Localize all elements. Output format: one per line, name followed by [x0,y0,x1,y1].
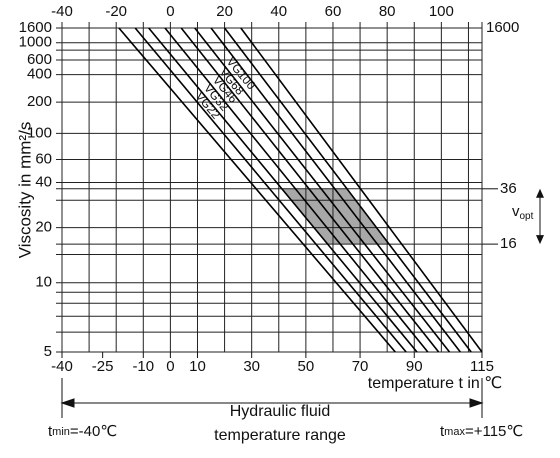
range-label: temperature range [214,427,346,444]
series-line [240,27,483,353]
y-tick-label: 400 [27,66,52,83]
y-axis-label: Viscosity in mm²/s [15,122,34,259]
optimal-band [281,188,390,245]
x-tick-label: 30 [243,358,260,375]
x-tick-label: 90 [406,358,423,375]
x-tick-label: 70 [352,358,369,375]
series-line [194,27,451,353]
range-label: Hydraulic fluid [230,403,330,420]
x-tick-label-top: 0 [166,3,174,20]
y-tick-label-right: 1600 [486,19,519,36]
x-tick-label-top: 20 [216,3,233,20]
y-tick-label: 60 [35,150,52,167]
optimal-label: vopt [512,203,534,222]
y-tick-label: 1600 [19,19,52,36]
arrow-head [536,188,544,198]
x-tick-label: 10 [189,358,206,375]
x-tick-label: -40 [51,358,73,375]
symbol: t [48,423,53,440]
y-tick-label: 600 [27,51,52,68]
optimal-value: 16 [500,235,517,252]
series-line [118,27,396,353]
symbol: t [440,423,445,440]
x-tick-label-top: -40 [51,3,73,20]
arrow-head [60,398,75,408]
range-min: tmin=-40℃ [48,423,117,440]
series-line [180,27,440,353]
series-line [134,27,407,353]
y-tick-label: 10 [35,274,52,291]
x-tick-label-top: 100 [429,3,454,20]
range-max: tmax=+115℃ [440,423,523,440]
symbol: v [512,203,520,220]
y-tick-label: 100 [27,124,52,141]
series-line [210,27,461,353]
optimal-value: 36 [500,180,517,197]
x-axis-label: temperature t in ℃ [368,375,503,392]
x-tick-label-top: 80 [379,3,396,20]
range-arrow [60,378,484,418]
arrow-head [536,235,544,245]
series-line [148,27,418,353]
arrow-head [469,398,484,408]
x-tick-label: 0 [166,358,174,375]
x-tick-label: -25 [92,358,114,375]
x-tick-label-top: -20 [105,3,127,20]
y-tick-label: 20 [35,219,52,236]
series-line [164,27,429,353]
y-tick-label: 1000 [19,34,52,51]
x-tick-label-top: 60 [325,3,342,20]
subscript: min [52,426,70,438]
y-tick-label: 40 [35,173,52,190]
subscript: max [444,426,465,438]
subscript: opt [520,211,534,222]
x-tick-label: 115 [470,358,494,375]
y-tick-label: 200 [27,93,52,110]
text: =+115℃ [465,423,523,440]
y-tick-label: 5 [44,343,52,360]
x-tick-label: -10 [132,358,154,375]
text: =-40℃ [70,423,117,440]
x-tick-label-top: 40 [270,3,287,20]
x-tick-label: 50 [298,358,315,375]
series-line [223,27,472,353]
